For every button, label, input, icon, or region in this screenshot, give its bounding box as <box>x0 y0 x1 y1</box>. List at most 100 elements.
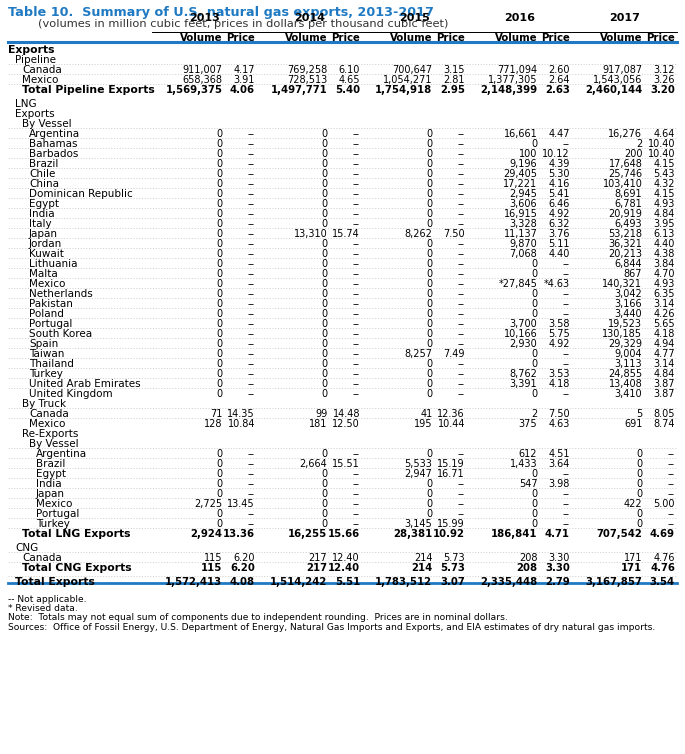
Text: 1,783,512: 1,783,512 <box>375 577 432 587</box>
Text: 0: 0 <box>426 309 432 319</box>
Text: Japan: Japan <box>36 489 65 499</box>
Text: 7.50: 7.50 <box>549 409 570 419</box>
Text: 4.63: 4.63 <box>549 419 570 429</box>
Text: 14.48: 14.48 <box>332 409 360 419</box>
Text: --: -- <box>353 519 360 529</box>
Text: 0: 0 <box>426 169 432 179</box>
Text: 0: 0 <box>532 469 537 479</box>
Text: 422: 422 <box>624 499 643 509</box>
Text: 0: 0 <box>216 379 223 389</box>
Text: 0: 0 <box>216 239 223 249</box>
Text: 17,221: 17,221 <box>503 179 537 189</box>
Text: 5.73: 5.73 <box>440 563 465 573</box>
Text: --: -- <box>353 509 360 519</box>
Text: Japan: Japan <box>29 229 58 239</box>
Text: Thailand: Thailand <box>29 359 74 369</box>
Text: 0: 0 <box>426 149 432 159</box>
Text: 2016: 2016 <box>504 13 535 23</box>
Text: --: -- <box>353 289 360 299</box>
Text: 0: 0 <box>321 319 327 329</box>
Text: 0: 0 <box>426 269 432 279</box>
Text: 0: 0 <box>321 389 327 399</box>
Text: --: -- <box>248 379 255 389</box>
Text: 0: 0 <box>426 329 432 339</box>
Text: 0: 0 <box>426 449 432 459</box>
Text: --: -- <box>458 269 465 279</box>
Text: Portugal: Portugal <box>29 319 73 329</box>
Text: --: -- <box>248 509 255 519</box>
Text: 6.20: 6.20 <box>234 553 255 563</box>
Text: 4.76: 4.76 <box>650 563 675 573</box>
Text: 0: 0 <box>321 289 327 299</box>
Text: 0: 0 <box>216 319 223 329</box>
Text: 0: 0 <box>216 389 223 399</box>
Text: 0: 0 <box>321 139 327 149</box>
Text: 0: 0 <box>216 169 223 179</box>
Text: 171: 171 <box>621 563 643 573</box>
Text: 4.16: 4.16 <box>549 179 570 189</box>
Text: 115: 115 <box>201 563 223 573</box>
Text: 200: 200 <box>624 149 643 159</box>
Text: 15.74: 15.74 <box>332 229 360 239</box>
Text: 0: 0 <box>216 179 223 189</box>
Text: 5.41: 5.41 <box>549 189 570 199</box>
Text: --: -- <box>353 479 360 489</box>
Text: 2,148,399: 2,148,399 <box>480 85 537 95</box>
Text: 0: 0 <box>216 189 223 199</box>
Text: Lithuania: Lithuania <box>29 259 77 269</box>
Text: LNG: LNG <box>15 99 36 109</box>
Text: 5.65: 5.65 <box>653 319 675 329</box>
Text: --: -- <box>458 219 465 229</box>
Text: 0: 0 <box>321 489 327 499</box>
Text: 6.10: 6.10 <box>338 65 360 75</box>
Text: 4.32: 4.32 <box>653 179 675 189</box>
Text: --: -- <box>353 139 360 149</box>
Text: 4.77: 4.77 <box>653 349 675 359</box>
Text: 4.47: 4.47 <box>549 129 570 139</box>
Text: 2.63: 2.63 <box>545 85 570 95</box>
Text: --: -- <box>248 189 255 199</box>
Text: 16,276: 16,276 <box>608 129 643 139</box>
Text: --: -- <box>353 199 360 209</box>
Text: (volumes in million cubic feet, prices in dollars per thousand cubic feet): (volumes in million cubic feet, prices i… <box>38 19 449 29</box>
Text: Price: Price <box>541 33 570 43</box>
Text: Portugal: Portugal <box>36 509 79 519</box>
Text: --: -- <box>353 269 360 279</box>
Text: --: -- <box>248 319 255 329</box>
Text: --: -- <box>248 269 255 279</box>
Text: Brazil: Brazil <box>29 159 58 169</box>
Text: 0: 0 <box>426 219 432 229</box>
Text: 15.66: 15.66 <box>328 529 360 539</box>
Text: 2,947: 2,947 <box>404 469 432 479</box>
Text: 4.84: 4.84 <box>653 369 675 379</box>
Text: 0: 0 <box>321 469 327 479</box>
Text: 8,257: 8,257 <box>404 349 432 359</box>
Text: 0: 0 <box>532 259 537 269</box>
Text: --: -- <box>353 499 360 509</box>
Text: 6.46: 6.46 <box>549 199 570 209</box>
Text: --: -- <box>458 449 465 459</box>
Text: Italy: Italy <box>29 219 51 229</box>
Text: --: -- <box>353 379 360 389</box>
Text: --: -- <box>458 279 465 289</box>
Text: 0: 0 <box>321 499 327 509</box>
Text: 2,924: 2,924 <box>190 529 223 539</box>
Text: --: -- <box>458 299 465 309</box>
Text: --: -- <box>458 359 465 369</box>
Text: 13,310: 13,310 <box>294 229 327 239</box>
Text: --: -- <box>353 309 360 319</box>
Text: 2017: 2017 <box>609 13 640 23</box>
Text: 0: 0 <box>321 299 327 309</box>
Text: --: -- <box>353 239 360 249</box>
Text: 9,196: 9,196 <box>510 159 537 169</box>
Text: 2015: 2015 <box>399 13 430 23</box>
Text: --: -- <box>458 289 465 299</box>
Text: 16.71: 16.71 <box>438 469 465 479</box>
Text: --: -- <box>668 479 675 489</box>
Text: -- Not applicable.: -- Not applicable. <box>8 594 86 603</box>
Text: 0: 0 <box>216 469 223 479</box>
Text: Volume: Volume <box>180 33 223 43</box>
Text: 4.70: 4.70 <box>653 269 675 279</box>
Text: Total Exports: Total Exports <box>15 577 95 587</box>
Text: 0: 0 <box>426 159 432 169</box>
